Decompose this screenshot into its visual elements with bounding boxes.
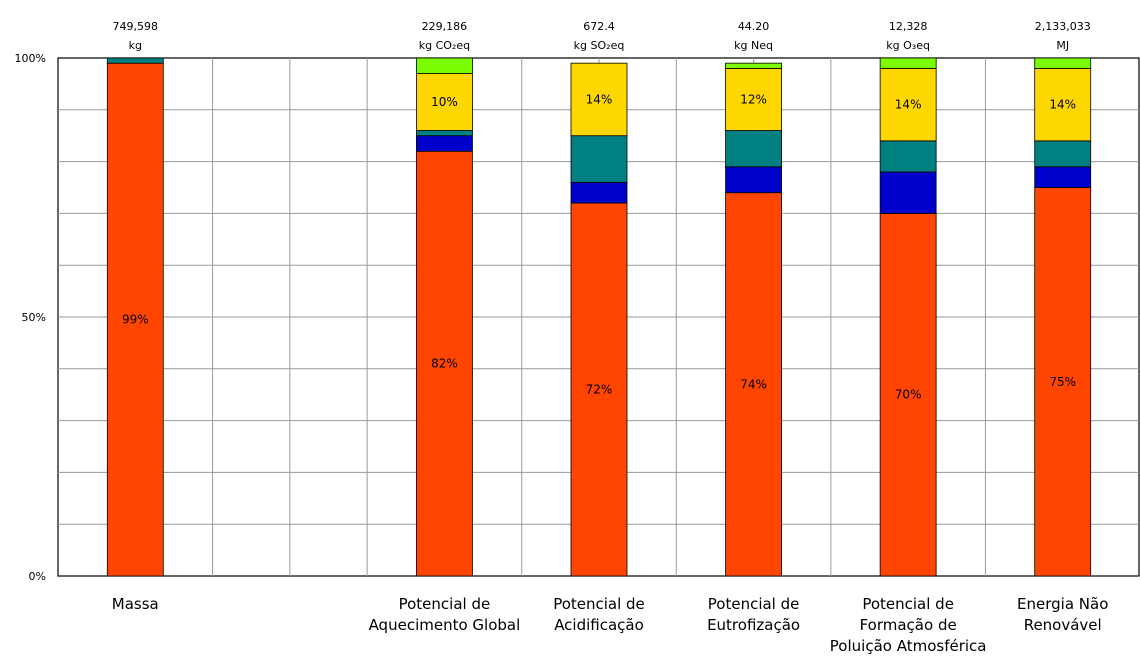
segment-data-label: 74%: [740, 377, 767, 391]
y-tick-label: 0%: [29, 570, 46, 583]
y-tick-label: 100%: [15, 52, 46, 65]
bar-segment: [416, 130, 473, 137]
bar-segment: [879, 67, 937, 142]
bar-segment: [416, 150, 473, 577]
y-axis-ticks: 0% 50% 100%: [15, 52, 46, 583]
bar-total-unit: MJ: [1056, 39, 1069, 52]
bar-total-value: 44.20: [738, 20, 770, 33]
bar-segment: [1034, 57, 1092, 69]
bar-segment: [879, 212, 937, 577]
bar-segment: [570, 62, 628, 137]
segment-data-label: 10%: [431, 95, 458, 109]
category-label: Massa: [112, 595, 159, 613]
segment-data-label: 14%: [1049, 98, 1076, 112]
bar-total-unit: kg SO₂eq: [574, 39, 625, 52]
y-tick-label: 50%: [22, 311, 46, 324]
segment-data-label: 82%: [431, 357, 458, 371]
bar-total-unit: kg CO₂eq: [419, 39, 470, 52]
bar-segment: [1034, 166, 1092, 188]
bar-total-value: 2,133,033: [1035, 20, 1091, 33]
bar-segment: [879, 171, 937, 214]
bar-segment: [725, 166, 782, 194]
bar-segment: [106, 62, 164, 577]
category-label: Potencial de Eutrofização: [707, 595, 800, 634]
bars: 99% 82% 10% 72% 14% 74% 12% 70% 14% 75% 14%: [106, 57, 1092, 577]
bar-segment: [1034, 187, 1092, 577]
bar-segment: [725, 62, 782, 69]
bar-segment: [416, 73, 473, 131]
segment-data-label: 14%: [586, 92, 613, 106]
category-labels: Massa Potencial de Aquecimento Global Poten…: [112, 595, 1109, 655]
segment-data-label: 12%: [740, 92, 767, 106]
bar-segment: [725, 130, 782, 168]
bar-total-unit: kg: [129, 39, 142, 52]
bar-segment: [725, 192, 782, 577]
category-label: Potencial de Formação de Poluição Atmosfér…: [830, 595, 987, 655]
bar-segment: [1034, 67, 1092, 142]
bar-total-value: 672.4: [583, 20, 615, 33]
segment-data-label: 70%: [895, 388, 922, 402]
bar-total-unit: kg O₃eq: [886, 39, 930, 52]
segment-data-label: 14%: [895, 98, 922, 112]
category-label: Potencial de Acidificação: [553, 595, 645, 634]
bar-total-value: 12,328: [889, 20, 928, 33]
bar-segment: [416, 57, 473, 74]
segment-data-label: 75%: [1049, 375, 1076, 389]
bar-segment: [570, 181, 628, 204]
category-label: Potencial de Aquecimento Global: [369, 595, 521, 634]
bar-segment: [879, 140, 937, 173]
bar-segment: [570, 135, 628, 183]
category-label: Energia Não Renovável: [1017, 595, 1108, 634]
bar-segment: [106, 57, 164, 64]
bar-segment: [416, 135, 473, 152]
segment-data-label: 99%: [122, 313, 149, 327]
bar-total-unit: kg Neq: [734, 39, 773, 52]
bar-segment: [725, 67, 782, 131]
bar-total-value: 229,186: [422, 20, 468, 33]
bar-segment: [879, 57, 937, 69]
bar-segment: [570, 202, 628, 577]
bar-totals: 749,598 kg 229,186 kg CO₂eq 672.4 kg SO₂eq 44.…: [113, 20, 1091, 52]
bar-segment: [1034, 140, 1092, 168]
segment-data-label: 72%: [586, 383, 613, 397]
bar-total-value: 749,598: [113, 20, 159, 33]
